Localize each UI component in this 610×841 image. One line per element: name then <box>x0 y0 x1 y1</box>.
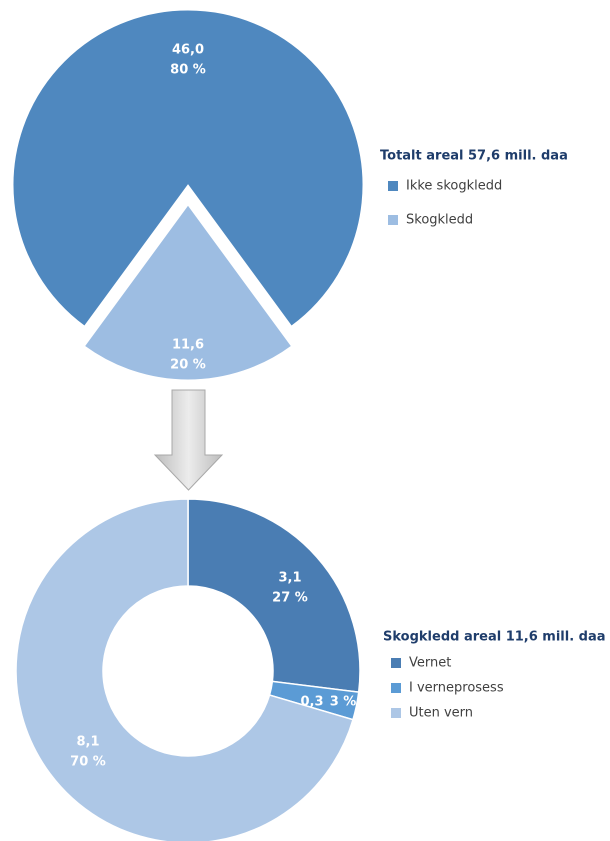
value-label: 11,6 <box>172 338 204 353</box>
legend-title: Totalt areal 57,6 mill. daa <box>380 149 568 164</box>
value-label: 46,0 <box>172 43 204 58</box>
legend-label: Ikke skogkledd <box>406 179 502 194</box>
percent-label: 3 % <box>330 695 357 710</box>
legend-label: I verneprosess <box>409 681 504 696</box>
value-label: 8,1 <box>76 735 99 750</box>
legend-swatch <box>388 215 398 225</box>
percent-label: 20 % <box>170 358 206 373</box>
percent-label: 80 % <box>170 63 206 78</box>
legend-label: Uten vern <box>409 706 473 721</box>
percent-label: 27 % <box>272 591 308 606</box>
percent-label: 70 % <box>70 755 106 770</box>
value-label: 3,1 <box>278 571 301 586</box>
pie-slice <box>83 204 293 381</box>
pie-slice <box>12 9 364 327</box>
legend-title: Skogkledd areal 11,6 mill. daa <box>383 630 606 645</box>
legend-label: Skogkledd <box>406 213 473 228</box>
arrow <box>153 389 224 491</box>
legend-swatch <box>391 658 401 668</box>
donut-slice <box>15 498 354 841</box>
legend-swatch <box>391 708 401 718</box>
legend-label: Vernet <box>409 656 451 671</box>
legend-swatch <box>388 181 398 191</box>
donut-slice <box>187 498 361 693</box>
legend-swatch <box>391 683 401 693</box>
